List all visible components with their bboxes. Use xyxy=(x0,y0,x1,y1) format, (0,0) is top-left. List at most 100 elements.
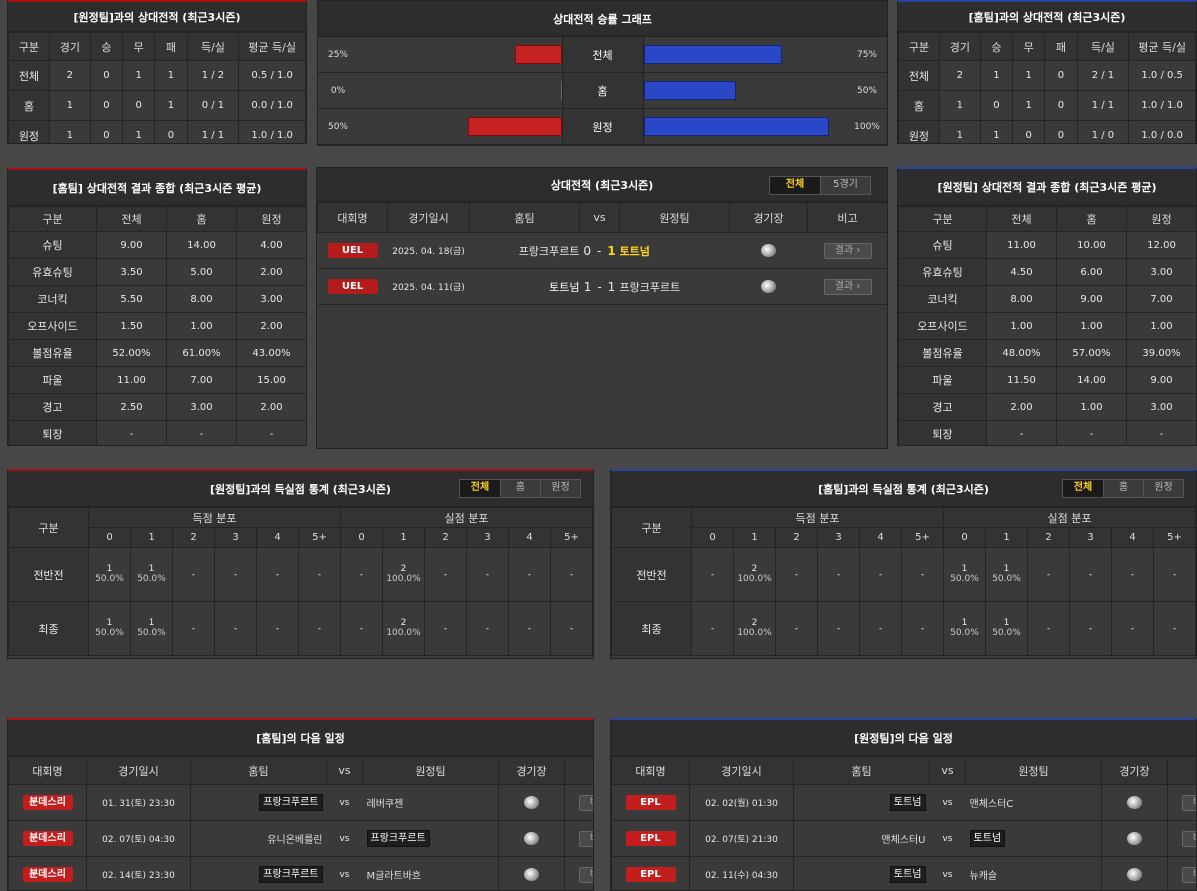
stadium-cell xyxy=(498,784,565,821)
home-team-cell: 토트넘 xyxy=(469,268,580,305)
goals-away-toggle-all[interactable]: 전체 xyxy=(1063,480,1103,497)
table-row: 슈팅 11.00 10.00 12.00 xyxy=(898,231,1196,259)
away-team-cell: M글라트바흐 xyxy=(362,856,499,890)
col-header: 구분 xyxy=(898,206,987,232)
dist-cell: - xyxy=(691,547,734,602)
dist-percent: 50.0% xyxy=(95,628,124,638)
row-label: 퇴장 xyxy=(8,420,97,445)
away-score: 1 xyxy=(607,243,616,258)
compare-button[interactable]: 비교› xyxy=(1181,794,1196,811)
dist-percent: 100.0% xyxy=(386,628,421,638)
row-label: 경고 xyxy=(898,393,987,421)
col-header: 비고 xyxy=(807,202,887,233)
bucket-header: 5+ xyxy=(550,527,593,548)
league-badge: UEL xyxy=(327,279,378,294)
dist-cell: - xyxy=(214,547,257,602)
table-row: 전반전 -2 100.0% - - - -1 50.0% 1 50.0% - - - - xyxy=(611,547,1196,602)
goals-home-toggle-all[interactable]: 전체 xyxy=(460,480,500,497)
compare-button[interactable]: 비교› xyxy=(578,794,593,811)
stat-cell: 0 xyxy=(122,90,156,121)
result-button[interactable]: 결과 › xyxy=(823,242,872,259)
row-label: 경고 xyxy=(8,393,97,421)
stat-cell: 2.00 xyxy=(236,393,306,421)
compare-button[interactable]: 비교› xyxy=(578,830,593,847)
league-badge: EPL xyxy=(625,831,676,846)
compare-button[interactable]: 비교› xyxy=(578,866,593,883)
dist-cell: - xyxy=(817,601,860,656)
dist-cell: - xyxy=(1027,547,1070,602)
stat-cell: 1.0 / 0.5 xyxy=(1128,60,1196,91)
dist-cell: - xyxy=(424,547,467,602)
h2h-away-panel: [홈팀]과의 상대전적 (최근3시즌) 구분 경기 승 무 패 득/실 평균 득/실 전체 2 1… xyxy=(897,0,1197,144)
home-team-name: 프랑크푸르트 xyxy=(259,794,323,811)
compare-button[interactable]: 비교› xyxy=(1181,830,1196,847)
table-row: 원정 1 1 0 0 1 / 0 1.0 / 0.0 xyxy=(898,120,1196,143)
stat-cell: 1.0 / 0.0 xyxy=(1128,120,1196,143)
dist-percent: 50.0% xyxy=(950,574,979,584)
goals-home-toggle-home[interactable]: 홈 xyxy=(500,480,540,497)
bucket-header: 2 xyxy=(172,527,215,548)
stat-cell: 11.50 xyxy=(986,366,1057,394)
compare-button[interactable]: 비교› xyxy=(1181,866,1196,883)
dist-count: - xyxy=(1130,569,1135,580)
dist-count: - xyxy=(878,569,883,580)
dist-cell: - xyxy=(256,547,299,602)
col-label: 구분 xyxy=(8,507,89,548)
record-toggle-all[interactable]: 전체 xyxy=(770,177,820,194)
col-header: 패 xyxy=(1044,32,1078,61)
dist-count: - xyxy=(1088,623,1093,634)
winrate-graph-title: 상대전적 승률 그래프 xyxy=(318,1,887,37)
stat-cell: 0.0 / 1.0 xyxy=(238,90,306,121)
stat-cell: - xyxy=(986,420,1057,445)
stat-cell: 2.00 xyxy=(236,312,306,340)
stat-cell: 0 xyxy=(1044,90,1078,121)
goals-away-table: 구분 득점 분포 실점 분포 0 1 2 3 4 5+ 0 1 2 3 4 5+ 전반전 -2 100.0% - - -… xyxy=(611,507,1196,656)
stat-cell: 1 / 1 xyxy=(186,120,240,143)
bucket-header: 4 xyxy=(859,527,902,548)
dist-count: - xyxy=(569,569,574,580)
note-cell: 결과 › xyxy=(807,268,887,305)
record-toggle-5[interactable]: 5경기 xyxy=(820,177,870,194)
dist-count: - xyxy=(569,623,574,634)
score-cell: 0-1 xyxy=(579,232,620,269)
col-header: 경기일시 xyxy=(387,202,470,233)
col-header: 원정팀 xyxy=(362,756,499,785)
dist-count: 1 xyxy=(961,564,968,574)
goals-away-toggle-away[interactable]: 원정 xyxy=(1143,480,1183,497)
goals-home-toggle-away[interactable]: 원정 xyxy=(540,480,580,497)
graph-right-pct: 75% xyxy=(856,49,877,60)
next-home-panel: [홈팀]의 다음 일정 대회명경기일시홈팀vs원정팀경기장비고분데스리01. 3… xyxy=(7,718,594,891)
score-dist-header: 득점 분포 xyxy=(691,507,944,528)
col-header: 경기장 xyxy=(729,202,808,233)
away-team-name: 토트넘 xyxy=(969,830,1006,847)
concede-dist-header: 실점 분포 xyxy=(943,507,1196,528)
score-dist-header: 득점 분포 xyxy=(88,507,341,528)
row-label: 최종 xyxy=(8,601,89,656)
dist-cell: 1 50.0% xyxy=(985,547,1028,602)
dist-cell: - xyxy=(1069,547,1112,602)
dist-count: 1 xyxy=(106,564,113,574)
goals-away-toggle-home[interactable]: 홈 xyxy=(1103,480,1143,497)
table-row: 코너킥 8.00 9.00 7.00 xyxy=(898,285,1196,313)
dist-cell: 1 50.0% xyxy=(985,601,1028,656)
dist-count: - xyxy=(878,623,883,634)
dist-cell: 2 100.0% xyxy=(382,547,425,602)
col-header: 홈팀 xyxy=(793,756,930,785)
dist-cell: 1 50.0% xyxy=(88,547,131,602)
stat-cell: 9.00 xyxy=(96,231,167,259)
dist-count: 2 xyxy=(400,618,407,628)
row-label: 홈 xyxy=(8,90,50,121)
result-button[interactable]: 결과 › xyxy=(823,278,872,295)
header-row: 구분 경기 승 무 패 득/실 평균 득/실 xyxy=(898,32,1196,61)
away-team-name: 프랑크푸르트 xyxy=(366,830,430,847)
result-button-label: 결과 xyxy=(834,280,854,292)
stat-cell: 0 xyxy=(89,120,124,143)
bucket-header: 4 xyxy=(1111,527,1154,548)
col-header: 대회명 xyxy=(317,202,388,233)
dist-cell: - xyxy=(340,547,383,602)
stat-cell: 1.00 xyxy=(1056,393,1127,421)
dist-cell: - xyxy=(901,547,944,602)
col-header: 경기장 xyxy=(498,756,565,785)
